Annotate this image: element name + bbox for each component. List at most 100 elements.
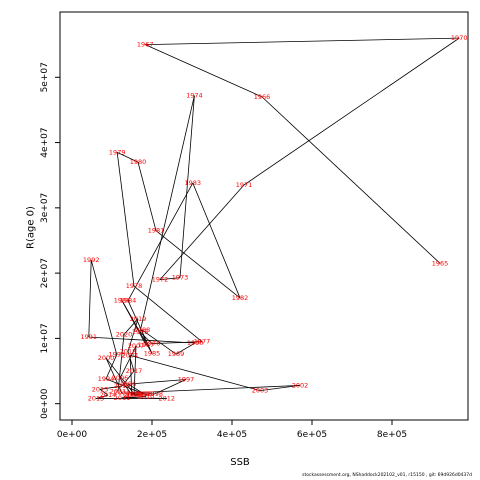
point-label: 2016 [114,382,131,390]
trajectory-segment [127,379,187,385]
x-tick-label: 4e+05 [217,430,247,440]
trajectory-segment [88,336,196,344]
trajectory-segment [95,394,109,399]
trajectory-segment [119,377,133,396]
point-label: 1982 [232,294,249,302]
point-label: 2010 [138,392,155,400]
point-label: 1992 [83,256,100,264]
point-label: 2005 [124,391,141,399]
trajectory-segment [261,96,441,264]
point-label: 1980 [130,158,147,166]
trajectory-segment [105,357,123,394]
point-label: 1988 [134,326,151,334]
point-label: 1986 [114,297,131,305]
point-label: 2009 [138,390,155,398]
trajectory-segment [133,346,137,396]
x-tick-label: 0e+00 [57,430,88,440]
point-label: 2012 [159,394,176,402]
trajectory-segment [105,378,145,395]
point-label: 2001 [114,389,131,397]
point-label: 1999 [126,390,143,398]
point-label: 1966 [254,93,271,101]
trajectory-segment [155,230,241,299]
y-tick-label: 4e+07 [40,127,50,157]
trajectory-segment [133,285,203,342]
trajectory-segment [145,44,263,98]
trajectory-segment [159,277,181,281]
x-tick-label: 2e+05 [137,430,167,440]
point-label: 2013 [88,394,105,402]
point-label: 1997 [178,376,195,384]
axes: 0e+00 2e+05 4e+05 6e+05 8e+05 0e+00 1e+07 2e+07… [40,62,407,440]
point-label: 2007 [128,342,145,350]
trajectory-segment [139,331,153,344]
trajectory-segment [117,334,125,392]
point-label: 2008 [126,391,143,399]
trajectory-segment [129,354,261,392]
point-label: 1996 [120,380,137,388]
trajectory-segment [117,151,139,163]
point-label: 2002 [292,381,309,389]
point-label: 1979 [109,148,126,156]
point-label: 2004 [122,351,139,359]
trajectory-segment [105,354,118,380]
point-label: 1990 [187,339,204,347]
trajectory-segment [133,393,147,396]
trajectory-segment [141,329,177,355]
point-label: 1977 [194,338,211,346]
trajectory-segment [99,388,109,396]
point-label: 1971 [236,181,253,189]
point-label: 2000 [98,354,115,362]
point-label: 1972 [152,276,169,284]
point-label: 2019 [130,315,147,323]
y-tick-label: 1e+07 [40,323,50,353]
point-label: 2011 [114,394,131,402]
trajectory-segment [175,342,196,355]
trajectory-segment [192,182,241,299]
x-tick-label: 6e+05 [297,430,327,440]
point-label: 1965 [432,259,449,267]
trajectory-segment [139,95,195,332]
x-tick-label: 8e+05 [377,430,407,440]
point-label: 1967 [137,41,154,49]
point-label: 1993 [109,351,126,359]
trajectory-segment [259,385,301,392]
point-label: 1995 [136,390,153,398]
year-labels: 1965 1966 1967 1970 1971 1972 1973 1974 1975 1976… [81,34,468,402]
trajectory-segment [127,318,139,352]
trajectory-segment [121,385,301,394]
point-label: 2017 [126,367,143,375]
point-label: 2020 [116,330,133,338]
trajectory-segment [90,259,118,355]
y-tick-label: 2e+07 [40,258,50,288]
point-label: 2014 [100,391,117,399]
point-label: 1994 [98,375,115,383]
trajectory-segment [141,329,147,346]
trajectory-segment [243,37,460,186]
trajectory-segment [179,95,195,278]
trajectory-segment [116,152,135,287]
point-label: 2003 [252,387,269,395]
point-label: 1983 [185,179,202,187]
point-label: 2018 [120,347,137,355]
trajectory-lines [88,37,460,399]
point-label: 1985 [144,349,161,357]
point-label: 1970 [451,34,468,42]
trajectory-segment [145,37,460,46]
trajectory-segment [88,260,92,338]
point-label: 2006 [112,374,129,382]
point-label: 1976 [144,340,161,348]
y-tick-label: 3e+07 [40,193,50,223]
point-label: 2021 [110,387,127,395]
y-axis-title: R(age 0) [25,206,37,249]
x-axis-title: SSB [230,457,250,468]
trajectory-segment [127,300,153,354]
trajectory-segment [127,351,135,372]
trajectory-segment [123,318,139,335]
point-label: 1973 [172,274,189,282]
point-label: 1978 [126,282,143,290]
point-label: 1981 [148,227,165,235]
plot-frame [59,11,469,421]
footer-note: stockassessment.org, NShaddock202102_v01… [302,473,472,478]
